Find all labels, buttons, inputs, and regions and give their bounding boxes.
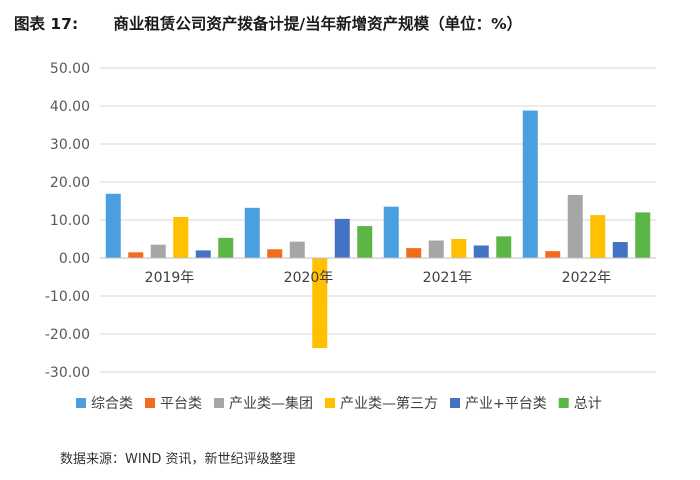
bar (635, 212, 651, 258)
legend-swatch (214, 398, 224, 408)
bar (473, 245, 489, 258)
bar (128, 252, 144, 258)
legend-label: 产业+平台类 (465, 396, 547, 412)
y-tick-label: 30.00 (50, 137, 90, 153)
bar (406, 248, 422, 258)
bar (312, 258, 328, 349)
bar (451, 239, 467, 258)
bar (357, 226, 373, 258)
bar (334, 218, 350, 258)
bar (244, 207, 260, 258)
bar-chart: 50.00 40.00 30.00 20.00 10.00 0.00 -10.00 -20.0… (45, 61, 656, 412)
legend-label: 产业类—集团 (229, 395, 313, 412)
y-tick-label: 0.00 (59, 251, 90, 267)
bar (522, 110, 538, 258)
figure-label: 图表 17: (14, 15, 79, 33)
bar (612, 242, 628, 258)
bar (567, 194, 583, 258)
legend-label: 平台类 (160, 396, 202, 412)
x-axis-ticks: 2019年 2020年 2021年 2022年 (145, 270, 612, 286)
legend-swatch (76, 398, 86, 408)
y-tick-label: 40.00 (50, 99, 90, 115)
figure-header: 图表 17: 商业租赁公司资产拨备计提/当年新增资产规模（单位：%） (14, 12, 522, 36)
bar (383, 206, 399, 258)
grid-lines (100, 67, 656, 373)
bar (150, 244, 166, 258)
legend-label: 总计 (574, 396, 602, 412)
chart-area: 50.00 40.00 30.00 20.00 10.00 0.00 -10.00 -20.0… (0, 40, 700, 440)
y-tick-label: -30.00 (45, 365, 90, 381)
legend-swatch (558, 398, 569, 408)
legend-swatch (325, 398, 335, 408)
legend: 综合类 平台类 产业类—集团 产业类—第三方 产业+平台类 总计 (76, 395, 602, 412)
legend-swatch (145, 398, 155, 408)
y-tick-label: 50.00 (50, 61, 90, 77)
bar (195, 250, 211, 258)
y-tick-label: 20.00 (50, 175, 90, 191)
figure-title: 商业租赁公司资产拨备计提/当年新增资产规模（单位：%） (113, 15, 523, 33)
bar (218, 237, 234, 258)
bar (267, 249, 283, 258)
y-tick-label: 10.00 (50, 213, 90, 229)
bar (496, 236, 512, 258)
x-tick-label: 2020年 (284, 270, 334, 286)
x-tick-label: 2022年 (562, 270, 612, 286)
bar (289, 241, 305, 258)
legend-label: 产业类—第三方 (340, 395, 438, 412)
y-tick-label: -20.00 (45, 327, 90, 343)
bar (545, 251, 561, 258)
y-axis-ticks: 50.00 40.00 30.00 20.00 10.00 0.00 -10.00 -20.0… (45, 61, 90, 381)
bars (105, 110, 651, 349)
data-source-note: 数据来源：WIND 资讯，新世纪评级整理 (60, 452, 296, 467)
legend-label: 综合类 (91, 396, 133, 412)
legend-swatch (450, 398, 460, 408)
bar (173, 216, 189, 258)
y-tick-label: -10.00 (45, 289, 90, 305)
bar (590, 215, 606, 258)
x-tick-label: 2021年 (423, 270, 473, 286)
x-tick-label: 2019年 (145, 270, 195, 286)
bar (428, 240, 444, 258)
bar (105, 193, 121, 258)
